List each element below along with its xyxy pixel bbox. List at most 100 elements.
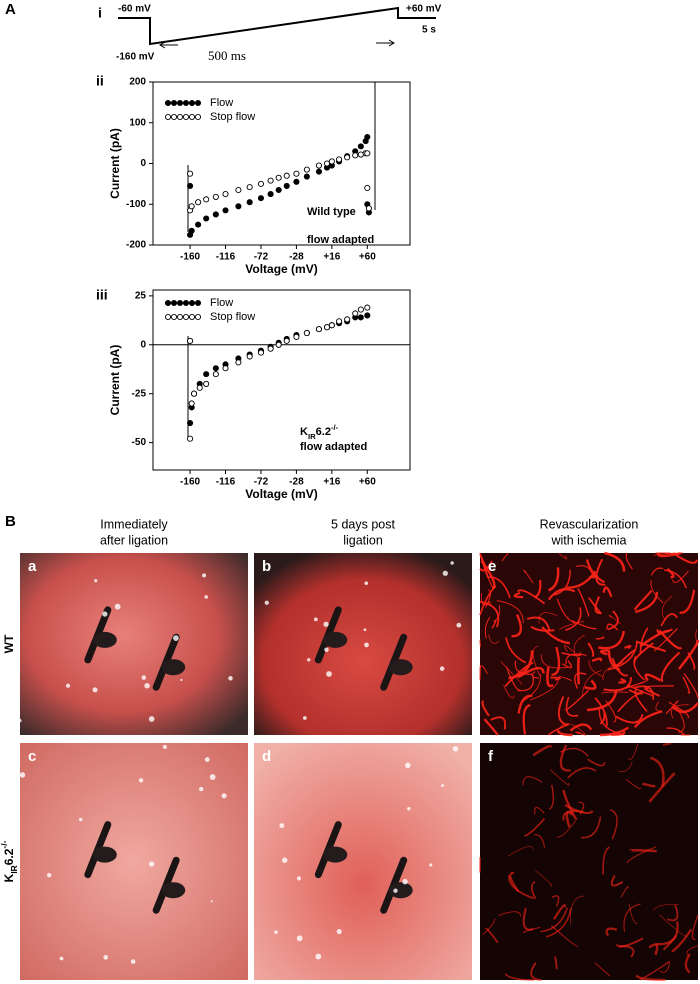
vessel <box>508 650 534 680</box>
vessel <box>559 621 584 630</box>
vessel <box>576 657 581 685</box>
image-label: a <box>28 558 37 575</box>
vessel <box>491 619 497 629</box>
data-point <box>357 143 364 150</box>
vessel <box>628 903 638 924</box>
data-point <box>315 162 323 169</box>
data-point <box>275 174 282 181</box>
vessel <box>533 834 546 848</box>
data-point <box>267 177 274 184</box>
label-part: 6.2 <box>2 848 16 865</box>
glare <box>221 793 227 799</box>
glare <box>307 658 311 662</box>
glare <box>102 611 108 617</box>
vessel <box>587 642 595 658</box>
data-point <box>235 203 242 210</box>
vessel <box>564 689 590 711</box>
plot-frame <box>152 289 411 471</box>
legend-marker <box>194 299 202 307</box>
data-point <box>303 329 310 337</box>
vessel <box>493 605 501 622</box>
vessel <box>562 810 584 821</box>
vessel <box>485 927 499 944</box>
data-point <box>257 180 265 187</box>
data-point <box>187 419 194 427</box>
data-point <box>203 215 210 222</box>
x-tick-label: +60 <box>359 477 376 488</box>
data-point <box>364 184 371 191</box>
vessel <box>553 569 571 596</box>
vessel <box>535 870 553 887</box>
vessel <box>626 846 657 864</box>
column-header: Revascularization <box>540 517 639 531</box>
vessel <box>602 662 624 681</box>
vessel <box>556 729 573 737</box>
data-point <box>267 345 274 352</box>
vessel <box>627 743 639 760</box>
vessel <box>642 782 656 788</box>
glare <box>405 762 411 769</box>
glare <box>202 573 207 578</box>
vessel <box>634 688 648 712</box>
data-point <box>283 337 290 344</box>
vessel <box>682 676 691 694</box>
vessel <box>516 589 546 605</box>
vessel <box>602 846 610 875</box>
vessel <box>526 616 551 632</box>
protocol-label: -160 mV <box>116 52 155 63</box>
vessel <box>672 570 689 583</box>
suture-knot <box>92 846 117 863</box>
transient <box>187 82 376 232</box>
sub-label: i <box>98 5 102 21</box>
vessel <box>653 628 678 652</box>
vessel <box>548 784 555 810</box>
column-header: with ischemia <box>550 533 626 547</box>
y-tick-label: -50 <box>132 437 147 448</box>
panel-label: B <box>5 513 16 530</box>
legend-marker <box>176 99 184 107</box>
legend-marker <box>194 99 202 107</box>
suture-knot <box>161 882 186 899</box>
data-point <box>235 186 242 194</box>
vessel <box>532 645 541 677</box>
glare <box>198 786 204 792</box>
vessel <box>599 649 610 656</box>
vessel <box>565 607 582 632</box>
data-point <box>315 326 323 333</box>
vessel <box>558 675 572 682</box>
vessel <box>566 570 597 589</box>
vessel <box>479 600 500 628</box>
legend-marker <box>176 113 184 121</box>
vessel <box>540 654 569 669</box>
vessel <box>559 723 585 735</box>
vessel <box>481 699 490 717</box>
vessel <box>541 626 571 645</box>
vessel <box>507 846 534 857</box>
genotype-label: KIR6.2-/- <box>0 840 19 882</box>
vessel <box>624 645 632 650</box>
x-tick-label: +16 <box>323 252 340 263</box>
vessel <box>601 691 629 694</box>
vessel <box>588 597 602 615</box>
glare <box>94 579 98 583</box>
vessel <box>615 713 644 724</box>
vessel <box>604 551 626 572</box>
column-header: Immediately <box>100 517 168 531</box>
y-tick-label: -25 <box>132 388 147 399</box>
data-point <box>352 152 359 159</box>
vessel <box>628 689 644 695</box>
vessel <box>504 661 534 687</box>
legend-label: Flow <box>210 97 233 109</box>
legend-marker <box>188 299 196 307</box>
data-point <box>222 191 229 198</box>
glare <box>148 716 155 722</box>
vessel <box>607 650 621 672</box>
vessel <box>580 816 602 839</box>
data-point <box>196 384 203 391</box>
vessel <box>546 666 554 688</box>
glare <box>103 955 109 960</box>
data-point <box>188 400 195 407</box>
data-point <box>257 349 265 356</box>
vessel <box>599 726 630 737</box>
data-point <box>357 151 364 158</box>
